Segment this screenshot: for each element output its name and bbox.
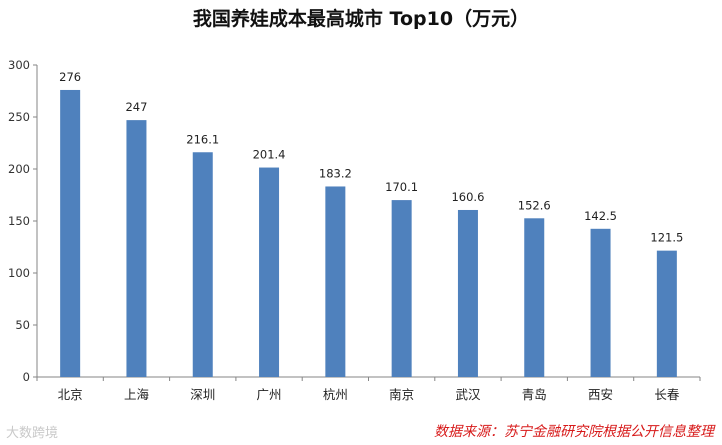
data-label: 160.6 <box>451 190 484 204</box>
y-tick-label: 300 <box>8 58 30 72</box>
bar <box>192 152 213 377</box>
x-category-label: 深圳 <box>190 387 215 402</box>
y-tick-label: 150 <box>8 214 30 228</box>
x-category-label: 广州 <box>257 387 282 402</box>
data-label: 121.5 <box>650 231 683 245</box>
data-label: 142.5 <box>584 209 617 223</box>
x-category-label: 杭州 <box>323 387 348 402</box>
data-label: 170.1 <box>385 180 418 194</box>
y-tick-label: 200 <box>8 162 30 176</box>
data-label: 201.4 <box>253 148 286 162</box>
bar <box>259 167 280 377</box>
bar <box>656 250 677 377</box>
bar <box>60 89 81 378</box>
x-category-label: 南京 <box>389 387 414 402</box>
data-label: 183.2 <box>319 166 352 180</box>
bar <box>391 200 412 377</box>
y-tick-label: 100 <box>8 266 30 280</box>
watermark-text: 大数跨境 <box>6 426 59 441</box>
y-tick-label: 250 <box>8 110 30 124</box>
y-tick-label: 50 <box>15 318 30 332</box>
data-label: 247 <box>125 100 147 114</box>
x-category-label: 北京 <box>58 387 83 402</box>
data-label: 276 <box>59 70 81 84</box>
chart-title: 我国养娃成本最高城市 Top10（万元） <box>192 8 530 30</box>
source-note: 数据来源：苏宁金融研究院根据公开信息整理 <box>434 424 714 440</box>
y-tick-label: 0 <box>23 370 30 384</box>
bar <box>590 228 611 377</box>
bar <box>457 209 478 377</box>
x-category-label: 西安 <box>588 387 613 402</box>
x-category-label: 青岛 <box>522 387 547 402</box>
data-label: 216.1 <box>186 132 219 146</box>
x-category-label: 武汉 <box>455 387 481 402</box>
bar <box>524 218 545 377</box>
x-category-label: 长春 <box>654 387 680 402</box>
x-category-label: 上海 <box>124 387 150 402</box>
bar <box>126 120 147 378</box>
data-label: 152.6 <box>518 198 551 212</box>
bar <box>325 186 346 377</box>
